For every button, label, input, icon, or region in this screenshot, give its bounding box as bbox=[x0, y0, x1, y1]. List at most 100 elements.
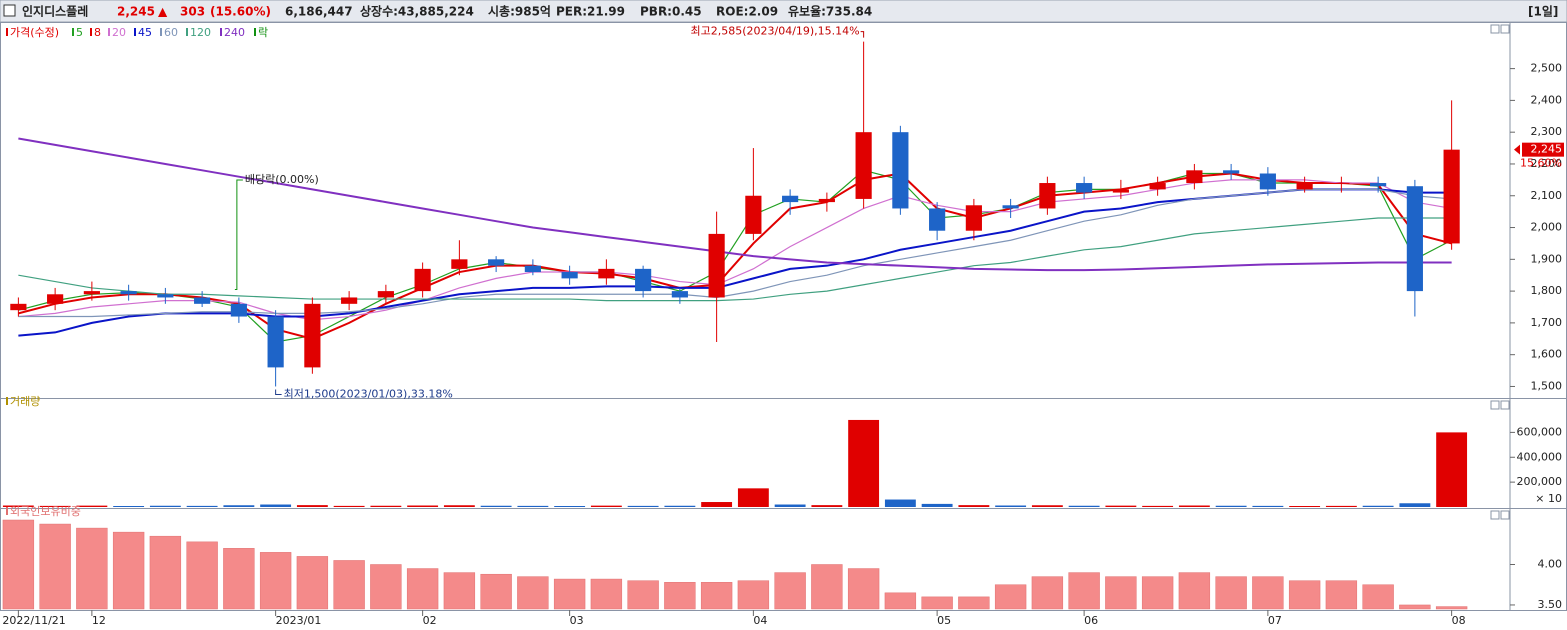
bar bbox=[921, 503, 953, 507]
bar bbox=[554, 506, 586, 507]
candle-body bbox=[1370, 183, 1387, 187]
bar bbox=[774, 504, 806, 507]
candle-body bbox=[708, 233, 725, 298]
bar bbox=[1215, 505, 1247, 507]
candle-body bbox=[1296, 183, 1313, 190]
bar bbox=[848, 419, 880, 507]
candle-body bbox=[341, 297, 358, 304]
bar bbox=[958, 505, 990, 507]
candle-body bbox=[377, 291, 394, 298]
checkbox[interactable] bbox=[3, 4, 16, 17]
legend-swatch bbox=[220, 28, 222, 36]
panel-button[interactable] bbox=[1500, 24, 1510, 34]
bar bbox=[296, 556, 329, 610]
bar bbox=[517, 505, 549, 507]
bar bbox=[1288, 580, 1321, 610]
candle-body bbox=[414, 268, 431, 292]
roe: ROE:2.09 bbox=[716, 5, 778, 19]
legend-label: 8 bbox=[94, 26, 101, 39]
bar bbox=[811, 564, 843, 610]
panel-button[interactable] bbox=[1490, 510, 1500, 520]
bar bbox=[700, 582, 733, 610]
candle-body bbox=[1223, 170, 1240, 174]
y-tick-label: 2,200 bbox=[1531, 157, 1563, 170]
bar bbox=[443, 572, 476, 610]
bar bbox=[186, 505, 218, 507]
legend-swatch bbox=[108, 28, 110, 36]
high-arrow bbox=[860, 31, 865, 38]
bar bbox=[260, 504, 292, 507]
header: 인지디스플레 2,245 ▲ 303 (15.60%) 6,186,447 상장… bbox=[22, 4, 1558, 19]
candle-body bbox=[1443, 149, 1460, 244]
candle-body bbox=[818, 198, 835, 203]
volume: 6,186,447 bbox=[285, 5, 353, 19]
bar bbox=[1436, 432, 1468, 507]
panel-title: 거래량 bbox=[10, 395, 40, 408]
bar bbox=[1399, 503, 1431, 507]
y-tick-label: 1,800 bbox=[1531, 284, 1563, 297]
change: 303 bbox=[180, 5, 205, 19]
candle-body bbox=[1039, 183, 1056, 209]
legend-label: 20 bbox=[112, 26, 126, 39]
period[interactable]: [1일] bbox=[1528, 5, 1558, 19]
pbr: PBR:0.45 bbox=[640, 5, 702, 19]
candle-body bbox=[194, 297, 211, 304]
bar bbox=[627, 580, 659, 610]
bar bbox=[921, 596, 953, 610]
candle-body bbox=[230, 303, 247, 317]
panel-title: 외국인보유비중 bbox=[10, 505, 81, 518]
bar bbox=[995, 505, 1027, 507]
candle-body bbox=[524, 265, 541, 273]
bar bbox=[737, 580, 770, 610]
candle-body bbox=[10, 303, 27, 311]
bar bbox=[1141, 576, 1174, 610]
bar bbox=[223, 548, 255, 610]
bar bbox=[39, 505, 71, 507]
ma-line bbox=[18, 172, 1452, 340]
bar bbox=[480, 573, 512, 610]
bar bbox=[1068, 572, 1100, 610]
bar bbox=[1399, 604, 1431, 610]
legend-swatch bbox=[134, 28, 136, 36]
bar bbox=[76, 527, 108, 610]
reserve: 유보율:735.84 bbox=[788, 5, 872, 19]
legend-swatch bbox=[6, 397, 8, 405]
legend-label: 45 bbox=[138, 26, 152, 39]
candle-body bbox=[1112, 189, 1129, 193]
panel-button[interactable] bbox=[1500, 510, 1510, 520]
panel-button[interactable] bbox=[1490, 24, 1500, 34]
legend-label: 가격(수정) bbox=[10, 26, 59, 39]
bar bbox=[76, 505, 108, 507]
y-tick-label: 2,100 bbox=[1531, 189, 1563, 202]
bar bbox=[406, 568, 439, 610]
candle-body bbox=[1076, 183, 1093, 193]
candle-body bbox=[1333, 183, 1350, 185]
high-annotation: 최고2,585(2023/04/19),15.14% bbox=[690, 25, 859, 38]
bar bbox=[1178, 505, 1210, 507]
y-tick-label: 400,000 bbox=[1517, 450, 1563, 463]
legend-swatch bbox=[6, 507, 8, 515]
candle-body bbox=[83, 291, 100, 295]
bar bbox=[112, 531, 145, 610]
bar bbox=[407, 505, 439, 507]
x-tick-label: 2023/01 bbox=[276, 614, 322, 627]
bar bbox=[664, 505, 696, 507]
ex-dividend-marker bbox=[234, 179, 243, 290]
legend-label: 240 bbox=[224, 26, 245, 39]
unit-label: × 10 bbox=[1535, 492, 1562, 505]
bar bbox=[774, 572, 806, 610]
y-tick-label: 1,600 bbox=[1531, 348, 1563, 361]
ma-line bbox=[18, 179, 1452, 321]
y-tick-label: 1,700 bbox=[1531, 316, 1563, 329]
low-arrow bbox=[275, 389, 282, 395]
bar bbox=[149, 505, 181, 507]
candle-body bbox=[267, 316, 284, 368]
panel-button[interactable] bbox=[1490, 400, 1500, 410]
legend-label: 5 bbox=[76, 26, 83, 39]
candle-body bbox=[965, 205, 982, 231]
bar bbox=[370, 505, 402, 507]
x-tick-label: 02 bbox=[423, 614, 437, 627]
bar bbox=[664, 582, 696, 610]
legend-swatch bbox=[186, 28, 188, 36]
panel-button[interactable] bbox=[1500, 400, 1510, 410]
